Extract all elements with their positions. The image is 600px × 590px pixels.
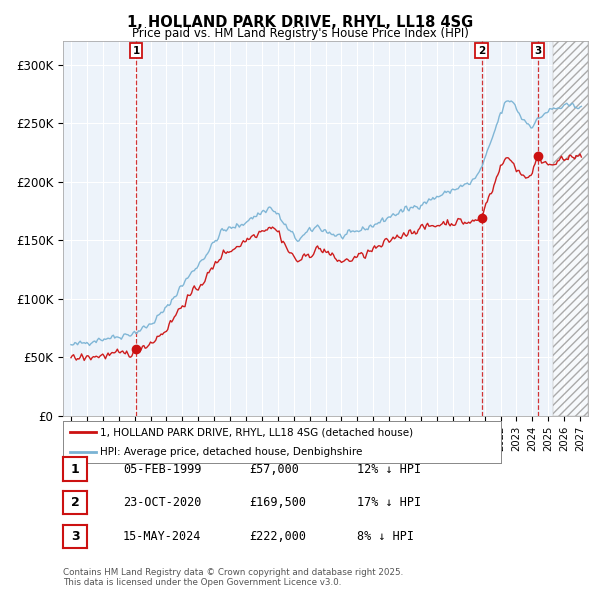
- Text: 3: 3: [71, 530, 79, 543]
- Text: 1, HOLLAND PARK DRIVE, RHYL, LL18 4SG (detached house): 1, HOLLAND PARK DRIVE, RHYL, LL18 4SG (d…: [100, 427, 413, 437]
- Text: HPI: Average price, detached house, Denbighshire: HPI: Average price, detached house, Denb…: [100, 447, 362, 457]
- Text: 2: 2: [478, 45, 485, 55]
- Text: £169,500: £169,500: [249, 496, 306, 509]
- Text: 1: 1: [71, 463, 79, 476]
- Text: 15-MAY-2024: 15-MAY-2024: [123, 530, 202, 543]
- Bar: [553, 41, 588, 416]
- Text: 2: 2: [71, 496, 79, 509]
- Text: £57,000: £57,000: [249, 463, 299, 476]
- Text: 12% ↓ HPI: 12% ↓ HPI: [357, 463, 421, 476]
- Text: 8% ↓ HPI: 8% ↓ HPI: [357, 530, 414, 543]
- Text: 05-FEB-1999: 05-FEB-1999: [123, 463, 202, 476]
- Text: 23-OCT-2020: 23-OCT-2020: [123, 496, 202, 509]
- Text: Contains HM Land Registry data © Crown copyright and database right 2025.
This d: Contains HM Land Registry data © Crown c…: [63, 568, 403, 587]
- Text: 1, HOLLAND PARK DRIVE, RHYL, LL18 4SG: 1, HOLLAND PARK DRIVE, RHYL, LL18 4SG: [127, 15, 473, 30]
- Text: Price paid vs. HM Land Registry's House Price Index (HPI): Price paid vs. HM Land Registry's House …: [131, 27, 469, 40]
- Text: 17% ↓ HPI: 17% ↓ HPI: [357, 496, 421, 509]
- Text: £222,000: £222,000: [249, 530, 306, 543]
- Text: 1: 1: [133, 45, 140, 55]
- Text: 3: 3: [535, 45, 542, 55]
- Bar: [553, 41, 588, 416]
